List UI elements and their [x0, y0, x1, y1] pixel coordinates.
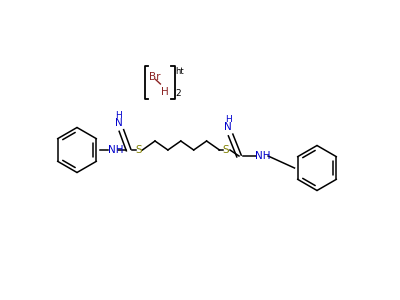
- Text: N: N: [224, 122, 232, 132]
- Text: H: H: [225, 116, 232, 124]
- Text: S: S: [222, 145, 229, 155]
- Text: H: H: [161, 87, 168, 97]
- Text: Br: Br: [149, 71, 160, 82]
- Text: ht: ht: [175, 68, 184, 76]
- Text: N: N: [114, 118, 122, 128]
- Text: NH: NH: [108, 145, 124, 155]
- Text: H: H: [115, 111, 122, 120]
- Text: NH: NH: [256, 151, 271, 161]
- Text: 2: 2: [175, 89, 181, 98]
- Text: S: S: [136, 145, 142, 155]
